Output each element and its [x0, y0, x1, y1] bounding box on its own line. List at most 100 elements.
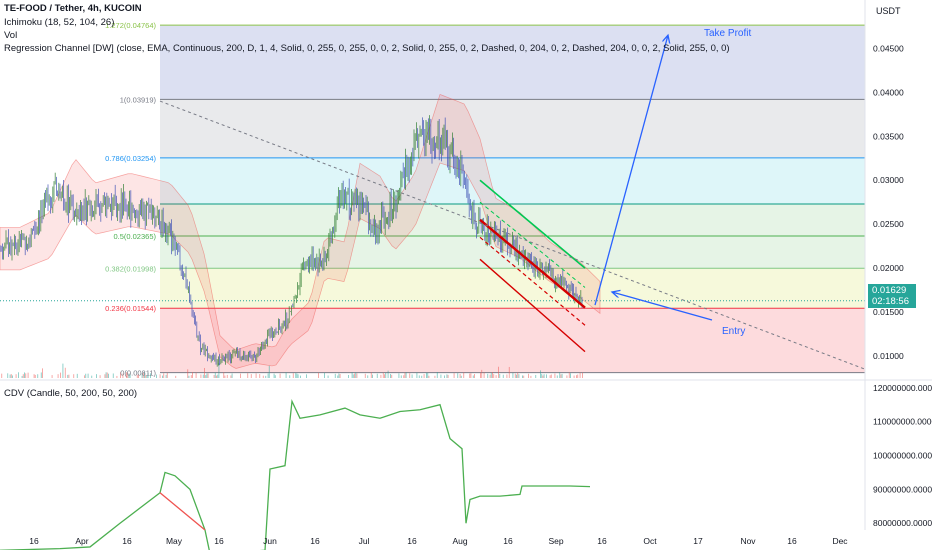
volume-bar [85, 373, 87, 378]
volume-bar [230, 375, 232, 378]
volume-bar [472, 375, 474, 378]
time-tick: Aug [452, 536, 467, 546]
volume-bar [364, 373, 366, 378]
volume-bar [116, 375, 118, 378]
volume-bar [423, 374, 425, 378]
volume-bar [495, 375, 497, 378]
volume-bar [384, 374, 385, 378]
fib-label-1: 0.236(0.01544) [105, 304, 156, 313]
volume-bar [523, 375, 525, 378]
volume-bar [205, 375, 207, 378]
volume-bar [324, 372, 325, 378]
volume-bar [387, 370, 389, 378]
volume-bar [7, 373, 9, 378]
legend-cdv[interactable]: CDV (Candle, 50, 200, 50, 200) [4, 388, 138, 399]
volume-bar [403, 375, 405, 378]
volume-bar [51, 375, 53, 378]
regression-channel [479, 179, 586, 353]
time-tick: Sep [548, 536, 563, 546]
fib-label-7: 1.272(0.04764) [105, 21, 156, 30]
volume-bar [376, 373, 378, 378]
volume-bar [490, 373, 492, 378]
volume-bar [426, 372, 427, 378]
volume-bar [175, 375, 177, 378]
fib-label-0: 0(0.00811) [120, 369, 156, 378]
volume-bar [57, 374, 59, 378]
volume-bar [60, 372, 61, 378]
volume-bar [126, 372, 127, 378]
volume-bar [528, 373, 529, 378]
volume-bar [217, 374, 219, 378]
time-tick: Jun [263, 536, 277, 546]
volume-bar [87, 373, 89, 378]
price-tick: 0.04500 [873, 43, 904, 53]
volume-bar [550, 374, 552, 378]
volume-bar [489, 374, 491, 378]
volume-bars [1, 363, 583, 378]
volume-bar [22, 374, 24, 378]
currency-label: USDT [876, 6, 901, 16]
volume-bar [24, 372, 25, 378]
volume-bar [108, 373, 109, 378]
volume-bar [279, 373, 281, 378]
volume-bar [159, 374, 161, 378]
time-tick: Dec [832, 536, 848, 546]
volume-bar [37, 374, 39, 378]
volume-bar [68, 374, 70, 378]
volume-bar [568, 372, 570, 378]
volume-bar [273, 373, 275, 378]
price-tick: 0.01000 [873, 351, 904, 361]
last-price-badge: 0.01629 02:18:56 [868, 284, 916, 308]
volume-bar [112, 373, 114, 378]
volume-bar [15, 374, 17, 378]
legend-ichimoku[interactable]: Ichimoku (18, 52, 104, 26) [4, 17, 115, 28]
volume-bar [549, 375, 551, 378]
cdv-line [0, 379, 932, 550]
volume-bar [367, 375, 369, 378]
volume-bar [73, 374, 75, 378]
volume-bar [554, 373, 556, 378]
volume-bar [559, 372, 561, 378]
volume-bar [530, 375, 532, 378]
volume-bar [142, 372, 144, 378]
volume-bar [84, 375, 85, 378]
time-tick: 16 [503, 536, 513, 546]
time-tick: 16 [310, 536, 320, 546]
volume-bar [163, 373, 165, 378]
volume-bar [162, 375, 163, 378]
volume-bar [240, 373, 241, 378]
volume-bar [434, 375, 436, 378]
symbol-title: TE-FOOD / Tether, 4h, KUCOIN [4, 3, 142, 14]
volume-bar [120, 372, 121, 378]
legend-regression-channel[interactable]: Regression Channel [DW] (close, EMA, Con… [4, 43, 730, 54]
volume-bar [268, 365, 270, 378]
volume-bar [289, 375, 291, 378]
volume-bar [561, 373, 563, 378]
volume-bar [285, 372, 287, 378]
time-tick: Nov [740, 536, 756, 546]
entry-arrow [612, 292, 713, 321]
volume-bar [250, 374, 252, 378]
volume-bar [106, 372, 108, 378]
take-profit-arrow [594, 35, 668, 306]
volume-bar [560, 374, 562, 378]
volume-bar [436, 372, 438, 378]
price-tick: 0.02500 [873, 219, 904, 229]
volume-bar [382, 372, 384, 378]
fib-label-3: 0.5(0.02365) [113, 232, 156, 241]
axes: 0.01000 0.01500 0.02000 0.02500 0.03000 0.035… [29, 0, 932, 546]
cdv-tick: 80000000.00000 [873, 518, 932, 528]
volume-bar [427, 372, 429, 378]
volume-bar [334, 373, 336, 378]
legend-volume[interactable]: Vol [4, 30, 18, 41]
volume-bar [493, 374, 495, 378]
time-tick: 16 [214, 536, 224, 546]
channel-mid [479, 218, 586, 309]
volume-bar [292, 373, 294, 378]
volume-bar [300, 375, 301, 378]
volume-bar [62, 363, 64, 378]
volume-bar [411, 374, 413, 378]
volume-bar [385, 372, 387, 378]
volume-bar [480, 372, 481, 378]
